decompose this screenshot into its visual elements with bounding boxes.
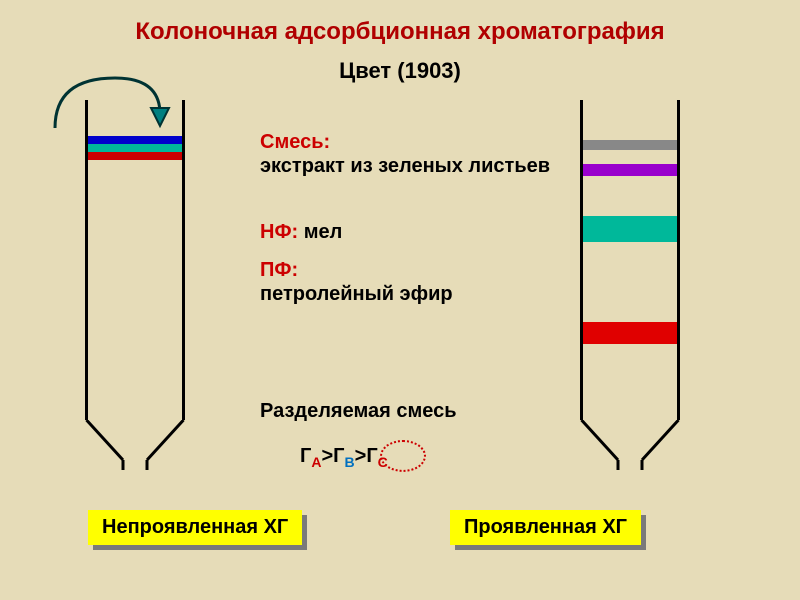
separated-label: Разделяемая смесь [260,400,457,423]
formula: ГА>ГВ>ГС [300,445,388,470]
left-label-box: Непроявленная ХГ [88,510,302,545]
mixture-block: Смесь: экстракт из зеленых листьев [260,130,550,178]
chromatography-band [88,152,182,160]
left-column [85,100,185,470]
right-label-text: Проявленная ХГ [450,510,641,545]
chromatography-band [88,144,182,152]
chromatography-band [583,322,677,344]
pf-value: петролейный эфир [260,283,453,305]
nf-block: НФ: мел [260,220,342,244]
subtitle: Цвет (1903) [339,58,461,84]
mixture-value: экстракт из зеленых листьев [260,155,550,177]
pf-block: ПФ: петролейный эфир [260,258,453,306]
chromatography-band [583,140,677,150]
mixture-label: Смесь: [260,131,330,153]
pf-label: ПФ: [260,259,298,281]
right-label-box: Проявленная ХГ [450,510,641,545]
right-column [580,100,680,470]
left-label-text: Непроявленная ХГ [88,510,302,545]
chromatography-band [88,136,182,144]
chromatography-band [583,216,677,242]
formula-circle [380,440,426,472]
chromatography-band [583,164,677,176]
nf-value: мел [304,221,343,243]
nf-label: НФ: [260,221,298,243]
main-title: Колоночная адсорбционная хроматография [135,18,664,46]
